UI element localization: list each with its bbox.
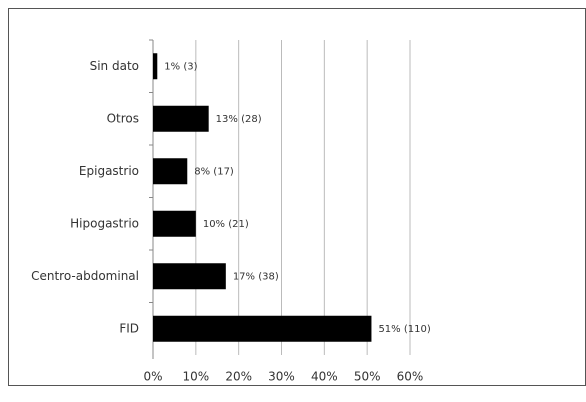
x-tick-label: 0% <box>143 370 162 384</box>
x-tick-label: 30% <box>268 370 295 384</box>
value-label: 8% (17) <box>194 166 234 177</box>
value-label: 10% (21) <box>203 219 249 230</box>
value-label: 13% (28) <box>216 114 262 125</box>
bar <box>153 158 188 185</box>
y-tick-label: Epigastrio <box>79 164 139 178</box>
bar <box>153 315 372 342</box>
y-tick-label: Otros <box>107 111 139 125</box>
bar <box>153 105 209 132</box>
value-label: 17% (38) <box>233 271 279 282</box>
y-tick-label: Hipogastrio <box>70 216 139 230</box>
value-label: 1% (3) <box>164 61 197 72</box>
bar <box>153 210 196 237</box>
x-tick-label: 20% <box>225 370 252 384</box>
value-label: 51% (110) <box>378 324 430 335</box>
bar <box>153 263 226 290</box>
y-tick-label: Sin dato <box>90 59 139 73</box>
y-tick-label: Centro-abdominal <box>31 269 139 283</box>
x-tick-label: 60% <box>397 370 424 384</box>
x-tick-label: 50% <box>354 370 381 384</box>
x-tick-label: 40% <box>311 370 338 384</box>
x-tick-label: 10% <box>182 370 209 384</box>
y-tick-label: FID <box>119 321 139 335</box>
bar <box>153 53 158 80</box>
